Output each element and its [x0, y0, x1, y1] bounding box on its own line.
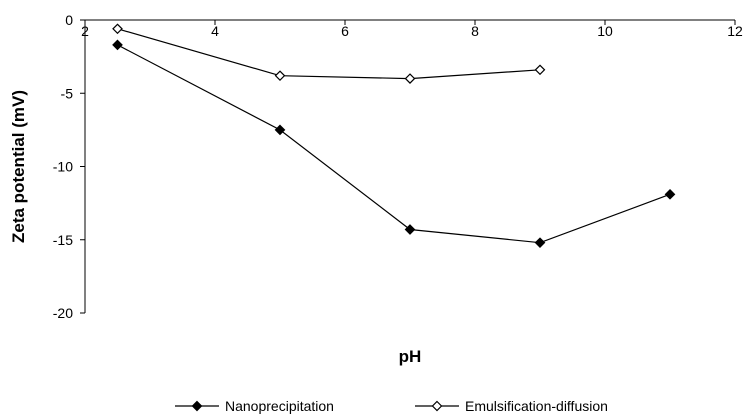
- legend: Nanoprecipitation Emulsification-diffusi…: [175, 398, 608, 414]
- x-tick-label: 6: [341, 23, 349, 39]
- legend-label: Emulsification-diffusion: [465, 398, 608, 414]
- y-tick-label: -15: [53, 232, 73, 248]
- series-layer: [113, 24, 675, 247]
- series-line: [118, 45, 671, 243]
- x-tick-label: 4: [211, 23, 219, 39]
- legend-label: Nanoprecipitation: [225, 398, 334, 414]
- series-emulsification-diffusion: [113, 24, 545, 83]
- data-point: [536, 238, 545, 247]
- legend-item-emulsification-diffusion: Emulsification-diffusion: [415, 398, 608, 414]
- data-point: [666, 190, 675, 199]
- y-axis-title: Zeta potential (mV): [9, 90, 28, 243]
- data-point: [536, 65, 545, 74]
- data-point: [276, 71, 285, 80]
- data-point: [113, 24, 122, 33]
- axes: 2 4 6 8 10 12 0 -5 -10 -15 -20: [53, 12, 743, 321]
- legend-item-nanoprecipitation: Nanoprecipitation: [175, 398, 334, 414]
- x-tick-label: 2: [81, 23, 89, 39]
- y-tick-label: 0: [65, 12, 73, 28]
- legend-swatch-marker: [193, 402, 202, 411]
- series-nanoprecipitation: [113, 40, 675, 247]
- x-tick-label: 8: [471, 23, 479, 39]
- y-axis-ticks: 0 -5 -10 -15 -20: [53, 12, 85, 321]
- x-axis-title: pH: [399, 347, 422, 366]
- x-axis-ticks: 2 4 6 8 10 12: [81, 20, 743, 39]
- x-tick-label: 12: [727, 23, 743, 39]
- x-tick-label: 10: [597, 23, 613, 39]
- data-point: [113, 40, 122, 49]
- y-tick-label: -5: [61, 85, 74, 101]
- legend-swatch-marker: [433, 402, 442, 411]
- y-tick-label: -10: [53, 159, 73, 175]
- y-tick-label: -20: [53, 305, 73, 321]
- data-point: [406, 74, 415, 83]
